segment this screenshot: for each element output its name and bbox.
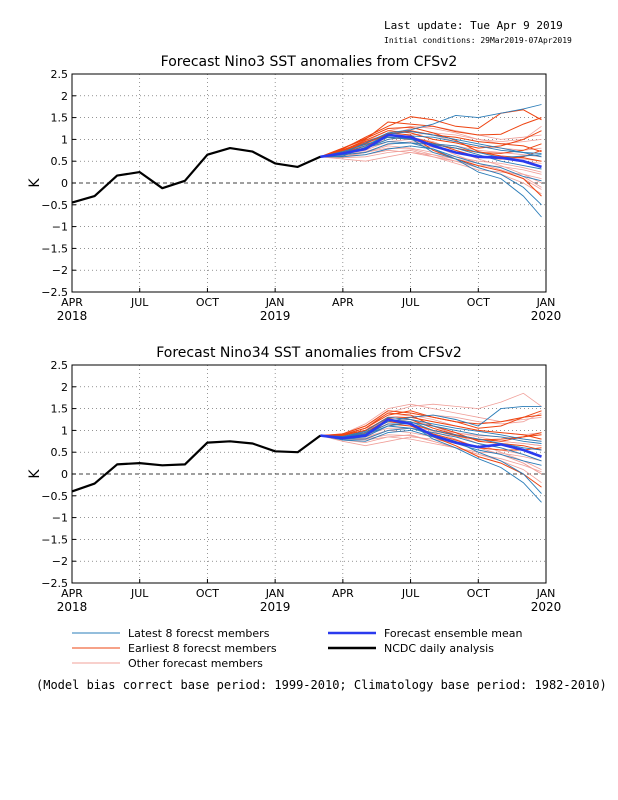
x-tick-year-label: 2019 bbox=[260, 600, 291, 614]
y-tick-label: 1.5 bbox=[51, 112, 69, 125]
y-axis-label: K bbox=[27, 178, 43, 188]
y-axis-label: K bbox=[27, 469, 43, 479]
other-member-line bbox=[320, 435, 542, 462]
earliest-member-line bbox=[320, 130, 542, 158]
y-tick-label: 2 bbox=[61, 90, 68, 103]
other-member-line bbox=[320, 403, 542, 436]
y-tick-label: −2.5 bbox=[41, 286, 68, 299]
x-tick-label: JAN bbox=[265, 296, 285, 309]
y-tick-label: 2.5 bbox=[51, 359, 69, 372]
earliest-member-line bbox=[320, 126, 542, 162]
x-tick-label: OCT bbox=[467, 296, 490, 309]
plot-frame bbox=[71, 364, 547, 584]
x-tick-year-label: 2018 bbox=[57, 309, 88, 323]
latest-member-line bbox=[320, 405, 542, 438]
earliest-member-line bbox=[320, 117, 542, 158]
x-tick-label: JUL bbox=[130, 587, 149, 600]
y-tick-label: 2 bbox=[61, 381, 68, 394]
y-tick-label: −1 bbox=[52, 512, 68, 525]
x-tick-year-label: 2018 bbox=[57, 600, 88, 614]
earliest-member-line bbox=[320, 412, 542, 451]
x-tick-label: APR bbox=[61, 296, 83, 309]
x-tick-label: APR bbox=[332, 296, 354, 309]
ensemble-mean-line bbox=[320, 418, 542, 458]
latest-member-line bbox=[320, 416, 542, 442]
y-tick-label: −1 bbox=[52, 221, 68, 234]
y-tick-label: 1 bbox=[61, 424, 68, 437]
latest-member-line bbox=[320, 104, 542, 158]
y-tick-label: 0.5 bbox=[51, 446, 69, 459]
y-tick-label: 0 bbox=[61, 468, 68, 481]
legend: Latest 8 forecst members Earliest 8 fore… bbox=[72, 627, 523, 670]
y-tick-label: 2.5 bbox=[51, 68, 69, 81]
nino3-panel: Forecast Nino3 SST anomalies from CFSv2 K… bbox=[27, 54, 561, 323]
x-tick-label: JAN bbox=[536, 587, 556, 600]
initial-conditions-text: Initial conditions: 29Mar2019-07Apr2019 bbox=[384, 36, 572, 45]
y-tick-label: 1.5 bbox=[51, 403, 69, 416]
latest-member-line bbox=[320, 131, 542, 158]
y-tick-label: −2 bbox=[52, 555, 68, 568]
legend-analysis-label: NCDC daily analysis bbox=[384, 642, 494, 655]
y-tick-label: 0 bbox=[61, 177, 68, 190]
analysis-line bbox=[71, 147, 321, 204]
latest-member-line bbox=[320, 427, 542, 462]
y-tick-label: −1.5 bbox=[41, 242, 68, 255]
x-tick-label: OCT bbox=[196, 587, 219, 600]
legend-earliest-label: Earliest 8 forecst members bbox=[128, 642, 277, 655]
y-tick-label: −2.5 bbox=[41, 577, 68, 590]
y-tick-label: −0.5 bbox=[41, 199, 68, 212]
chart-title: Forecast Nino34 SST anomalies from CFSv2 bbox=[156, 345, 462, 361]
chart-title: Forecast Nino3 SST anomalies from CFSv2 bbox=[161, 54, 458, 70]
footnote: (Model bias correct base period: 1999-20… bbox=[36, 678, 607, 692]
earliest-member-line bbox=[320, 416, 542, 440]
x-tick-label: JUL bbox=[401, 296, 420, 309]
legend-mean-label: Forecast ensemble mean bbox=[384, 627, 523, 640]
legend-other-label: Other forecast members bbox=[128, 657, 263, 670]
x-tick-label: JUL bbox=[401, 587, 420, 600]
y-tick-label: 0.5 bbox=[51, 155, 69, 168]
y-tick-label: −1.5 bbox=[41, 533, 68, 546]
x-tick-year-label: 2020 bbox=[531, 600, 562, 614]
y-tick-label: −0.5 bbox=[41, 490, 68, 503]
x-tick-label: OCT bbox=[467, 587, 490, 600]
earliest-member-line bbox=[320, 410, 542, 437]
plot-frame bbox=[71, 73, 547, 293]
x-tick-label: APR bbox=[332, 587, 354, 600]
latest-member-line bbox=[320, 145, 542, 182]
ensemble-mean-line bbox=[320, 133, 542, 169]
legend-latest-label: Latest 8 forecst members bbox=[128, 627, 270, 640]
x-tick-label: JAN bbox=[265, 587, 285, 600]
other-member-line bbox=[320, 147, 542, 195]
x-tick-year-label: 2019 bbox=[260, 309, 291, 323]
x-tick-label: APR bbox=[61, 587, 83, 600]
x-tick-label: JUL bbox=[130, 296, 149, 309]
y-tick-label: 1 bbox=[61, 133, 68, 146]
x-tick-year-label: 2020 bbox=[531, 309, 562, 323]
latest-member-line bbox=[320, 136, 542, 218]
y-tick-label: −2 bbox=[52, 264, 68, 277]
x-tick-label: JAN bbox=[536, 296, 556, 309]
last-update-text: Last update: Tue Apr 9 2019 bbox=[384, 19, 563, 32]
nino34-panel: Forecast Nino34 SST anomalies from CFSv2… bbox=[27, 345, 561, 614]
analysis-line bbox=[71, 434, 321, 493]
other-member-line bbox=[320, 125, 542, 158]
x-tick-label: OCT bbox=[196, 296, 219, 309]
